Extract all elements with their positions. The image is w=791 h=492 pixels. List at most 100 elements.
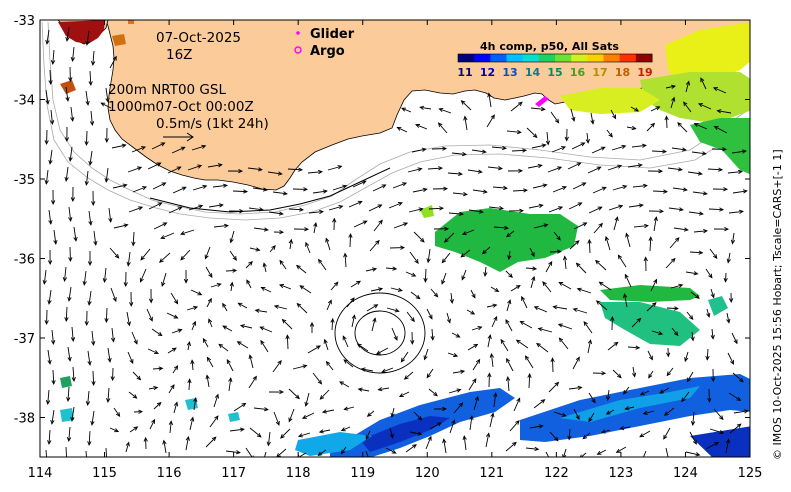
eddy-circulation xyxy=(334,292,426,374)
current-arrow xyxy=(588,206,603,214)
current-arrow xyxy=(68,66,73,83)
current-arrow xyxy=(253,227,269,232)
current-arrow xyxy=(70,326,76,342)
current-arrow xyxy=(689,431,697,445)
current-arrow xyxy=(408,207,424,213)
current-arrow xyxy=(285,334,290,350)
current-arrow xyxy=(460,249,471,258)
current-arrow xyxy=(87,250,93,267)
current-arrow xyxy=(88,210,93,226)
current-arrow xyxy=(53,229,58,245)
current-arrow xyxy=(90,410,95,426)
current-arrow xyxy=(728,292,734,303)
current-arrow xyxy=(373,219,383,232)
current-arrow xyxy=(127,351,134,365)
current-arrow xyxy=(529,424,544,429)
current-arrow xyxy=(713,226,730,232)
current-arrow xyxy=(549,431,559,442)
current-arrow xyxy=(296,302,308,314)
current-arrow xyxy=(45,89,50,105)
current-arrow xyxy=(510,285,521,292)
current-arrow xyxy=(564,128,569,142)
current-arrow xyxy=(386,307,400,313)
current-arrow xyxy=(44,129,49,146)
current-arrow xyxy=(462,435,467,451)
current-arrow xyxy=(48,209,53,225)
current-arrow xyxy=(110,327,116,343)
current-arrow xyxy=(693,228,708,234)
current-arrow xyxy=(129,426,139,433)
current-arrow xyxy=(191,144,207,151)
current-arrow xyxy=(167,347,177,354)
current-arrow xyxy=(113,407,121,417)
current-arrow xyxy=(630,106,640,112)
current-arrow xyxy=(639,390,650,396)
current-arrow xyxy=(222,302,228,312)
current-arrow xyxy=(48,149,53,165)
current-arrow xyxy=(548,381,560,393)
current-arrow xyxy=(670,283,684,289)
current-arrow xyxy=(366,304,379,312)
current-arrow xyxy=(472,189,488,194)
current-arrow xyxy=(248,375,257,389)
current-arrow xyxy=(307,345,321,354)
current-arrow xyxy=(206,297,212,308)
current-arrow xyxy=(627,345,641,350)
current-arrow xyxy=(131,231,136,247)
current-arrow xyxy=(160,232,175,240)
y-tick-label: -38 xyxy=(14,412,35,427)
current-arrow xyxy=(452,191,468,197)
current-arrow xyxy=(248,354,254,369)
current-arrow xyxy=(730,232,736,245)
current-arrow xyxy=(70,46,76,62)
x-axis: 114 115 116 117 118 119 120 121 122 123 124 125 xyxy=(28,20,762,481)
current-arrow xyxy=(398,391,410,397)
current-arrow xyxy=(67,346,72,362)
colorbar-tick-label: 14 xyxy=(525,66,541,79)
current-arrow xyxy=(107,347,112,363)
current-arrow xyxy=(548,206,564,213)
current-arrow xyxy=(147,162,162,170)
current-arrow xyxy=(309,321,315,333)
current-arrow xyxy=(268,389,285,395)
current-arrow xyxy=(260,339,269,353)
current-arrow xyxy=(406,311,415,323)
current-arrow xyxy=(213,223,229,228)
current-arrow xyxy=(87,350,92,366)
current-arrow xyxy=(67,286,72,302)
current-arrow xyxy=(470,289,476,299)
current-arrow xyxy=(600,429,611,434)
current-arrow xyxy=(493,225,509,231)
current-arrow xyxy=(626,125,637,131)
current-arrow xyxy=(112,183,128,189)
current-arrow xyxy=(131,146,147,153)
current-arrow xyxy=(666,347,671,358)
current-arrow xyxy=(372,184,387,192)
current-arrow xyxy=(187,164,203,171)
current-arrow xyxy=(733,409,749,414)
current-arrow xyxy=(513,397,521,412)
current-arrow xyxy=(587,166,602,174)
current-arrow xyxy=(259,326,273,333)
current-arrow xyxy=(396,126,408,133)
current-arrow xyxy=(612,184,628,191)
current-arrow xyxy=(353,220,368,228)
current-arrow xyxy=(723,272,728,283)
current-arrow xyxy=(109,247,120,259)
current-arrow xyxy=(287,167,304,172)
current-arrow xyxy=(392,182,408,189)
current-arrow xyxy=(651,330,664,336)
current-arrow xyxy=(500,338,509,352)
current-arrow xyxy=(562,255,568,270)
current-arrow xyxy=(85,90,90,106)
date-label: 07-Oct-2025 xyxy=(156,30,241,46)
current-arrow xyxy=(357,387,370,392)
current-arrow xyxy=(105,447,107,457)
colorbar-title: 4h comp, p50, All Sats xyxy=(480,40,619,53)
current-arrow xyxy=(596,449,607,455)
current-arrow xyxy=(488,206,504,211)
current-arrow xyxy=(585,132,590,144)
boundary-current xyxy=(149,167,391,213)
current-arrow xyxy=(461,229,475,236)
current-arrow xyxy=(125,441,130,453)
